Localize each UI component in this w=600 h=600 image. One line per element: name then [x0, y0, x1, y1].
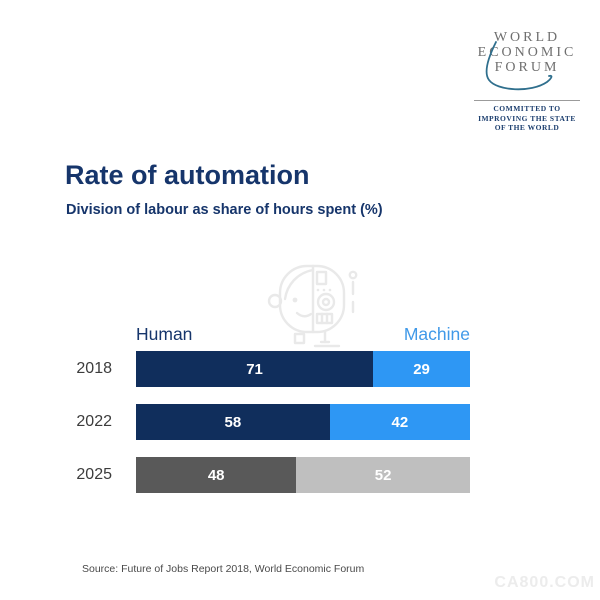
wef-logo: WORLD ECONOMIC FORUM COMMITTED TO IMPROV… — [468, 30, 586, 133]
bar-segment-machine-2022: 42 — [329, 404, 470, 440]
year-label-2018: 2018 — [76, 360, 112, 377]
bar-track-2025: 48 52 — [136, 457, 470, 493]
bar-segment-machine-2018: 29 — [373, 351, 470, 387]
wef-tagline-line-3: OF THE WORLD — [494, 123, 560, 132]
legend-label-human: Human — [136, 324, 193, 344]
source-note: Source: Future of Jobs Report 2018, Worl… — [82, 563, 365, 575]
bar-segment-human-2025: 48 — [136, 457, 297, 493]
bar-track-2022: 58 42 — [136, 404, 470, 440]
wef-logo-word-3: FORUM — [494, 60, 560, 75]
site-watermark: CA800.COM — [494, 574, 595, 591]
bar-track-2018: 71 29 — [136, 351, 470, 387]
bar-row-2018: 2018 71 29 — [0, 351, 470, 387]
year-label-2025: 2025 — [76, 466, 112, 483]
wef-logo-word-1: WORLD — [493, 30, 561, 45]
wef-tagline-line-1: COMMITTED TO — [493, 104, 561, 113]
legend-label-machine: Machine — [403, 324, 470, 344]
bar-segment-human-2018: 71 — [136, 351, 374, 387]
page-subtitle: Division of labour as share of hours spe… — [66, 202, 383, 218]
wef-tagline-line-2: IMPROVING THE STATE — [478, 113, 576, 123]
bar-row-2022: 2022 58 42 — [0, 404, 470, 440]
year-label-2022: 2022 — [76, 413, 112, 430]
bar-segment-human-2022: 58 — [136, 404, 330, 440]
wef-logo-divider — [474, 100, 580, 101]
legend: Human Machine — [136, 324, 470, 345]
wef-logo-word-2: ECONOMIC — [477, 45, 577, 60]
robot-head-icon — [267, 264, 358, 348]
bar-row-2025: 2025 48 52 — [0, 457, 470, 493]
page-title: Rate of automation — [65, 160, 310, 190]
bar-segment-machine-2025: 52 — [296, 457, 470, 493]
